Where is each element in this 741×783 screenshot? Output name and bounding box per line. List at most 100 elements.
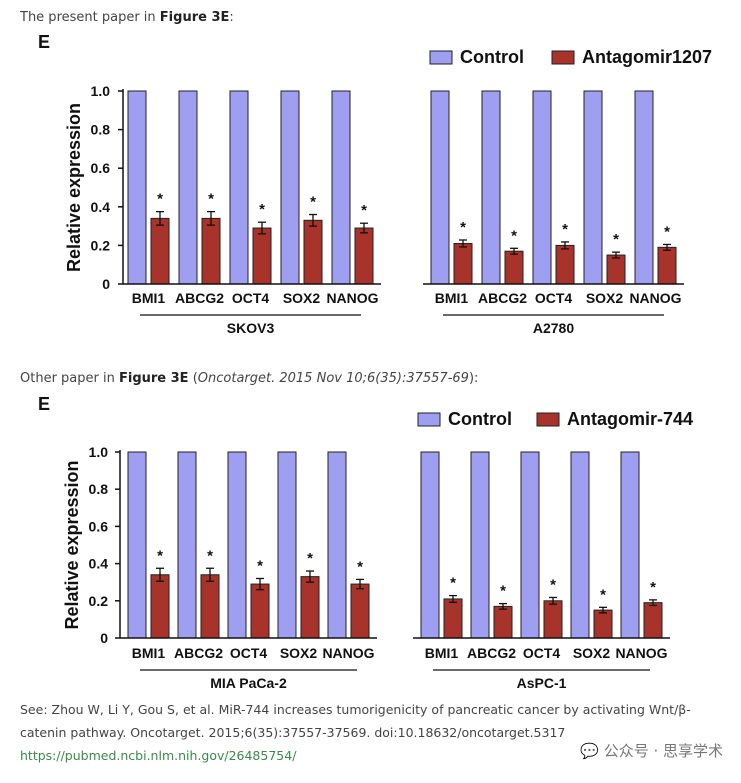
panel-letter: E: [38, 32, 50, 52]
significance-mark: *: [361, 202, 367, 219]
significance-mark: *: [450, 575, 456, 592]
significance-mark: *: [307, 550, 313, 567]
significance-mark: *: [613, 231, 619, 248]
category-label: BMI1: [425, 645, 459, 661]
category-label: NANOG: [629, 290, 681, 306]
y-tick-label: 0.6: [91, 160, 111, 176]
bar-treated: [555, 244, 575, 285]
bar-treated: [504, 250, 524, 285]
caption-suffix: :: [229, 10, 234, 25]
bar-control: [178, 90, 198, 285]
group-label: SKOV3: [227, 320, 275, 336]
significance-mark: *: [259, 201, 265, 218]
bar-control: [127, 451, 147, 639]
legend-swatch-control: [417, 412, 441, 427]
caption-figure-ref: Figure 3E: [118, 371, 189, 386]
significance-mark: *: [460, 219, 466, 236]
legend-swatch-treated: [551, 50, 575, 65]
caption-middle: (: [188, 371, 198, 386]
caption-prefix: The present paper in: [20, 10, 160, 25]
significance-mark: *: [257, 557, 263, 574]
category-label: SOX2: [586, 290, 624, 306]
bar-treated: [200, 574, 220, 639]
panel-letter: E: [38, 394, 50, 414]
group-label: A2780: [533, 320, 574, 336]
category-label: BMI1: [435, 290, 469, 306]
bar-control: [620, 451, 640, 639]
y-tick-label: 0.4: [91, 199, 111, 215]
bar-control: [277, 451, 297, 639]
y-tick-label: 0.8: [91, 122, 111, 138]
y-tick-label: 0: [102, 276, 110, 292]
caption-figure-ref: Figure 3E: [159, 10, 230, 25]
bar-treated: [252, 227, 272, 285]
chart-antagomir1207: E Control Antagomir1207 0 0.2 0.4 0.6 0.8 1.0 Rel…: [38, 32, 712, 336]
significance-mark: *: [562, 221, 568, 238]
bar-treated: [593, 609, 613, 639]
legend-swatch-control: [429, 50, 453, 65]
y-tick-label: 0.8: [89, 481, 109, 497]
bar-control: [280, 90, 300, 285]
bar-treated: [657, 246, 677, 285]
category-label: ABCG2: [467, 645, 516, 661]
caption-present-paper: The present paper in Figure 3E:: [20, 10, 234, 25]
pubmed-link[interactable]: https://pubmed.ncbi.nlm.nih.gov/26485754…: [20, 748, 297, 763]
bar-control: [481, 90, 501, 285]
bar-control: [229, 90, 249, 285]
bar-treated: [453, 242, 473, 285]
bar-treated: [150, 574, 170, 639]
significance-mark: *: [310, 194, 316, 211]
category-label: BMI1: [132, 290, 166, 306]
category-label: SOX2: [573, 645, 611, 661]
bar-control: [583, 90, 603, 285]
bar-treated: [300, 576, 320, 639]
category-label: SOX2: [280, 645, 318, 661]
bar-treated: [443, 598, 463, 639]
significance-mark: *: [208, 191, 214, 208]
y-tick-label: 0: [100, 630, 108, 646]
bar-treated: [150, 217, 170, 285]
category-label: OCT4: [230, 645, 268, 661]
y-tick-label: 1.0: [89, 444, 109, 460]
y-tick-label: 0.4: [89, 556, 109, 572]
bar-control: [430, 90, 450, 285]
significance-mark: *: [157, 547, 163, 564]
bar-control: [570, 451, 590, 639]
significance-mark: *: [600, 586, 606, 603]
y-tick-label: 1.0: [91, 83, 111, 99]
significance-mark: *: [500, 583, 506, 600]
bar-treated: [201, 217, 221, 285]
bar-control: [470, 451, 490, 639]
caption-prefix: Other paper in: [20, 371, 119, 386]
bar-treated: [606, 254, 626, 285]
caption-journal: Oncotarget. 2015 Nov 10;6(35):37557-69: [197, 371, 469, 386]
significance-mark: *: [157, 191, 163, 208]
significance-mark: *: [650, 579, 656, 596]
category-label: BMI1: [132, 645, 166, 661]
legend-label: Control: [448, 409, 512, 429]
y-tick-label: 0.2: [91, 237, 111, 253]
reference-block: See: Zhou W, Li Y, Gou S, et al. MiR-744…: [20, 698, 730, 767]
y-tick-label: 0.6: [89, 518, 109, 534]
y-tick-label: 0.2: [89, 593, 109, 609]
bar-control: [177, 451, 197, 639]
bar-control: [327, 451, 347, 639]
category-label: ABCG2: [478, 290, 527, 306]
bar-treated: [354, 227, 374, 285]
chart-antagomir-744: E Control Antagomir-744 0 0.2 0.4 0.6 0.8 1.0 Rel…: [38, 394, 693, 691]
y-axis-label: Relative expression: [64, 103, 84, 272]
bar-treated: [250, 583, 270, 639]
category-label: ABCG2: [175, 290, 224, 306]
bar-control: [532, 90, 552, 285]
caption-suffix: ):: [468, 371, 479, 386]
significance-mark: *: [207, 547, 213, 564]
category-label: SOX2: [283, 290, 321, 306]
legend-label: Antagomir1207: [582, 47, 712, 67]
bar-control: [331, 90, 351, 285]
category-label: NANOG: [615, 645, 667, 661]
legend-label: Antagomir-744: [567, 409, 693, 429]
bar-control: [520, 451, 540, 639]
category-label: OCT4: [232, 290, 270, 306]
category-label: NANOG: [322, 645, 374, 661]
category-label: OCT4: [535, 290, 573, 306]
